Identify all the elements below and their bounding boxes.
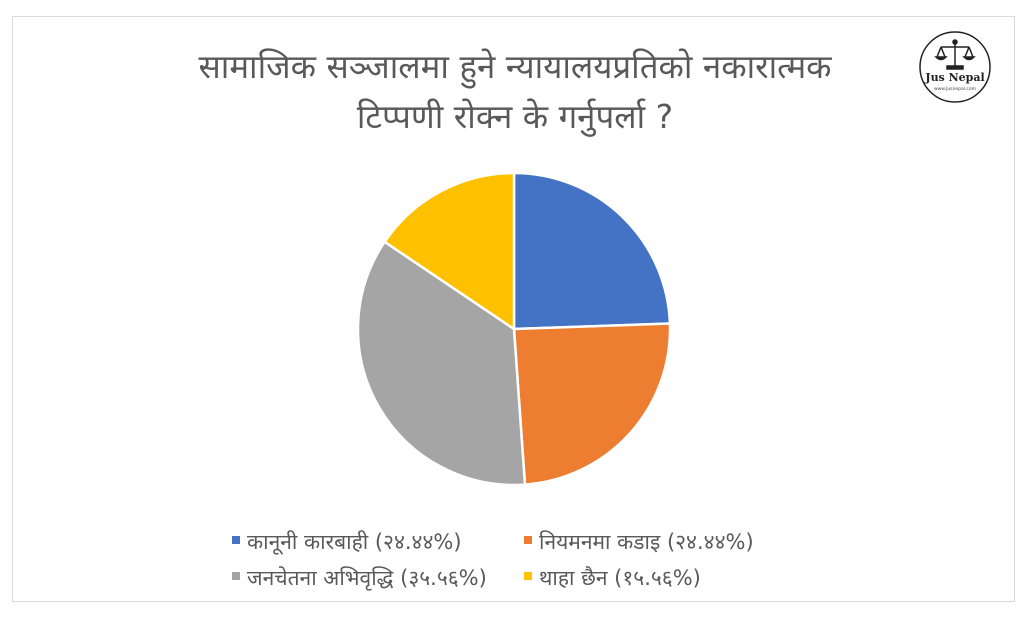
legend-swatch-orange xyxy=(524,536,532,544)
legend-swatch-yellow xyxy=(524,572,532,580)
chart-title-line-1: सामाजिक सञ्जालमा हुने न्यायालयप्रतिको नक… xyxy=(198,47,832,86)
pie-slice-4 xyxy=(382,171,516,332)
legend-label-1: कानूनी कारबाही (२४.४४%) xyxy=(247,530,462,554)
legend-label-2: नियमनमा कडाइ (२४.४४%) xyxy=(539,530,754,554)
pie-slice-3 xyxy=(356,240,527,487)
legend-item-1: कानूनी कारबाही (२४.४४%) xyxy=(232,524,462,560)
pie-slice-2 xyxy=(512,322,672,486)
jus-nepal-logo: Jus Nepal www.Jusnepal.com xyxy=(919,31,991,103)
scales-of-justice-icon xyxy=(934,39,976,70)
chart-title-line-2: टिप्पणी रोक्न के गर्नुपर्ला ? xyxy=(356,97,674,136)
logo-url: www.Jusnepal.com xyxy=(934,86,976,92)
legend: कानूनी कारबाही (२४.४४%) नियमनमा कडाइ (२४… xyxy=(232,524,832,596)
legend-label-4: थाहा छैन (१५.५६%) xyxy=(539,566,701,590)
chart-title: सामाजिक सञ्जालमा हुने न्यायालयप्रतिको नक… xyxy=(120,42,910,142)
legend-row-2: जनचेतना अभिवृद्धि (३५.५६%) थाहा छैन (१५.… xyxy=(232,560,832,596)
legend-item-3: जनचेतना अभिवृद्धि (३५.५६%) xyxy=(232,560,487,596)
legend-row-1: कानूनी कारबाही (२४.४४%) नियमनमा कडाइ (२४… xyxy=(232,524,832,560)
legend-item-2: नियमनमा कडाइ (२४.४४%) xyxy=(524,524,754,560)
legend-swatch-blue xyxy=(232,536,240,544)
logo-name: Jus Nepal xyxy=(924,71,984,84)
legend-label-3: जनचेतना अभिवृद्धि (३५.५६%) xyxy=(247,566,487,590)
legend-item-4: थाहा छैन (१५.५६%) xyxy=(524,560,701,596)
legend-swatch-gray xyxy=(232,572,240,580)
pie-slice-1 xyxy=(512,171,672,331)
